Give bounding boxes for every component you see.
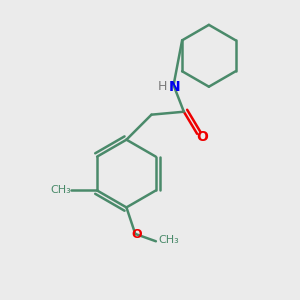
Text: CH₃: CH₃ (50, 185, 71, 196)
Text: O: O (131, 228, 142, 241)
Text: CH₃: CH₃ (158, 235, 178, 245)
Text: O: O (196, 130, 208, 144)
Text: N: N (169, 80, 181, 94)
Text: H: H (158, 80, 167, 93)
